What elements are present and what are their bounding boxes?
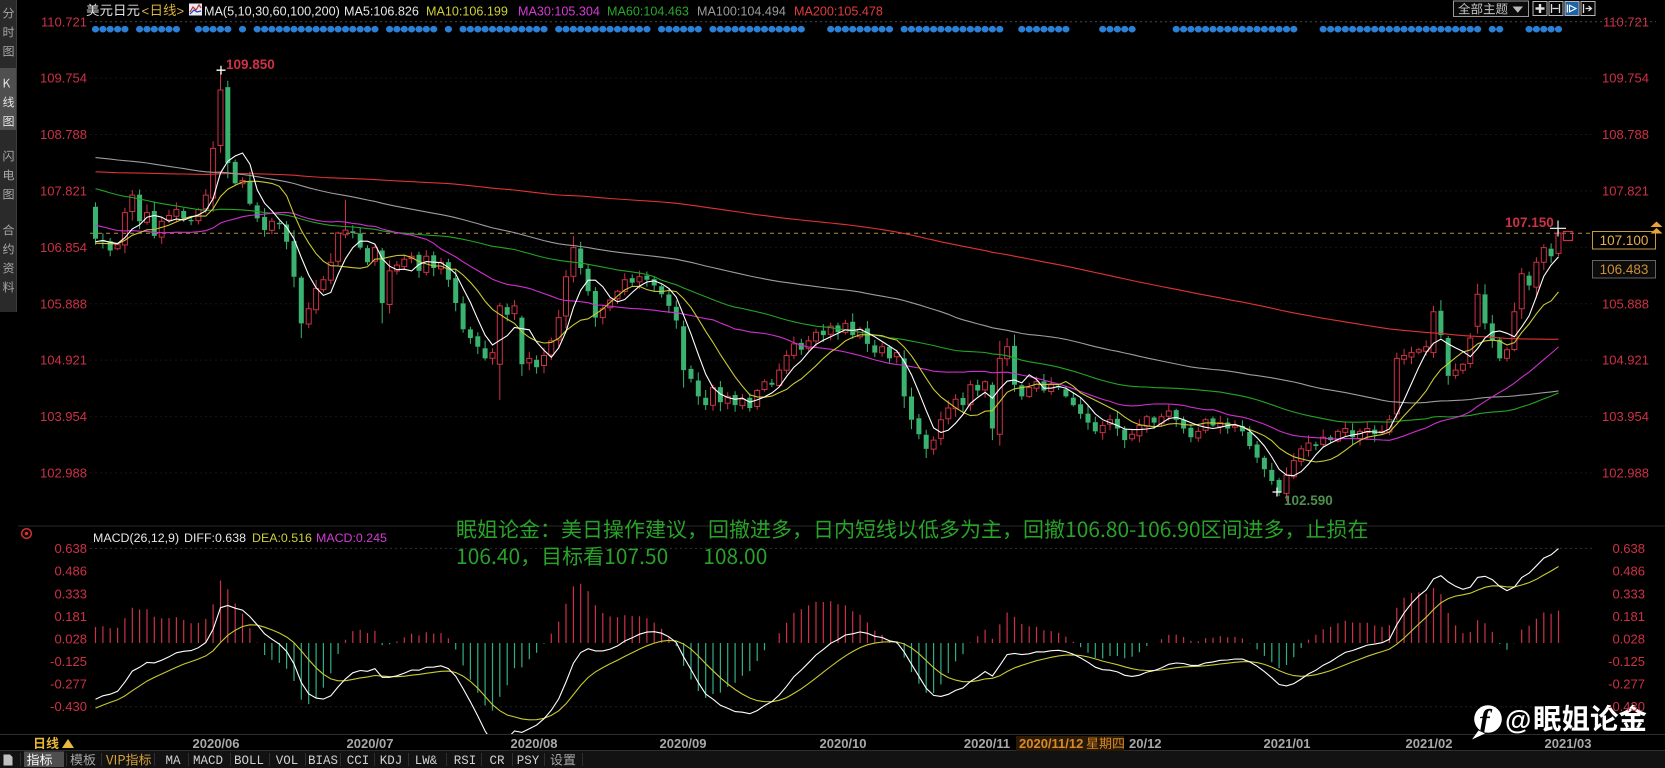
svg-text:110.721: 110.721 <box>1603 14 1649 29</box>
svg-text:109.850: 109.850 <box>226 57 275 72</box>
svg-text:MA10:106.199: MA10:106.199 <box>426 5 508 19</box>
svg-text:2021/01: 2021/01 <box>1264 736 1311 751</box>
svg-text:<: < <box>142 4 150 19</box>
svg-text:108.788: 108.788 <box>1602 127 1649 142</box>
svg-text:102.988: 102.988 <box>40 466 87 481</box>
svg-text:103.954: 103.954 <box>1602 409 1649 424</box>
svg-text:0.028: 0.028 <box>1612 632 1645 647</box>
svg-text:MA200:105.478: MA200:105.478 <box>794 5 883 19</box>
svg-text:MA100:104.494: MA100:104.494 <box>697 5 786 19</box>
svg-text:107.821: 107.821 <box>1602 184 1649 199</box>
svg-text:CCI: CCI <box>347 754 370 768</box>
svg-text:0.333: 0.333 <box>54 586 87 601</box>
svg-text:0.638: 0.638 <box>54 541 87 556</box>
svg-text:105.888: 105.888 <box>1602 296 1649 311</box>
svg-text:CR: CR <box>489 754 505 768</box>
svg-text:2021/02: 2021/02 <box>1406 736 1453 751</box>
svg-text:0.333: 0.333 <box>1612 586 1645 601</box>
svg-text:106.483: 106.483 <box>1600 262 1649 277</box>
svg-text:102.590: 102.590 <box>1284 493 1333 508</box>
svg-text:105.888: 105.888 <box>40 296 87 311</box>
svg-text:PSY: PSY <box>517 754 540 768</box>
svg-text:2020/08: 2020/08 <box>511 736 558 751</box>
svg-text:LW&: LW& <box>415 754 438 768</box>
svg-text:MACD(26,12,9): MACD(26,12,9) <box>93 531 179 545</box>
svg-text:0.028: 0.028 <box>54 632 87 647</box>
svg-text:20/12: 20/12 <box>1129 736 1162 751</box>
svg-text:104.921: 104.921 <box>1602 353 1649 368</box>
svg-text:0.181: 0.181 <box>1612 609 1645 624</box>
svg-text:-0.430: -0.430 <box>1608 699 1645 714</box>
svg-text:>: > <box>177 4 185 19</box>
svg-text:2020/06: 2020/06 <box>193 736 240 751</box>
svg-text:2020/11: 2020/11 <box>964 736 1010 751</box>
svg-text:MA5:106.826: MA5:106.826 <box>344 5 419 19</box>
svg-text:MA: MA <box>165 754 181 768</box>
svg-text:-0.277: -0.277 <box>1608 677 1645 692</box>
svg-text:-0.125: -0.125 <box>1608 654 1645 669</box>
svg-text:109.754: 109.754 <box>40 71 87 86</box>
svg-text:DIFF:0.638: DIFF:0.638 <box>184 531 246 545</box>
svg-text:2020/11/12: 2020/11/12 <box>1019 736 1083 751</box>
svg-text:107.150: 107.150 <box>1505 215 1554 230</box>
svg-text:MA(5,10,30,60,100,200): MA(5,10,30,60,100,200) <box>204 5 340 19</box>
svg-text:BIAS: BIAS <box>308 754 338 768</box>
svg-text:108.788: 108.788 <box>40 127 87 142</box>
svg-text:VOL: VOL <box>276 754 299 768</box>
svg-text:107.100: 107.100 <box>1600 233 1649 248</box>
svg-text:0.181: 0.181 <box>54 609 87 624</box>
svg-text:DEA:0.516: DEA:0.516 <box>252 531 312 545</box>
svg-text:f: f <box>1479 702 1493 738</box>
svg-text:107.821: 107.821 <box>40 184 87 199</box>
svg-text:2020/09: 2020/09 <box>660 736 707 751</box>
svg-text:2020/10: 2020/10 <box>820 736 867 751</box>
svg-text:104.921: 104.921 <box>40 353 87 368</box>
svg-text:0.638: 0.638 <box>1612 541 1645 556</box>
svg-text:0.486: 0.486 <box>54 564 87 579</box>
svg-text:MACD:0.245: MACD:0.245 <box>316 531 387 545</box>
svg-text:-0.125: -0.125 <box>50 654 87 669</box>
svg-text:RSI: RSI <box>454 754 477 768</box>
svg-text:@: @ <box>1505 705 1531 735</box>
svg-text:110.721: 110.721 <box>41 14 87 29</box>
svg-text:KDJ: KDJ <box>380 754 403 768</box>
svg-text:0.486: 0.486 <box>1612 564 1645 579</box>
svg-text:106.854: 106.854 <box>40 240 87 255</box>
svg-text:103.954: 103.954 <box>40 409 87 424</box>
svg-text:BOLL: BOLL <box>234 754 264 768</box>
svg-text:-0.430: -0.430 <box>50 699 87 714</box>
svg-text:MA60:104.463: MA60:104.463 <box>607 5 689 19</box>
svg-text:2020/07: 2020/07 <box>347 736 394 751</box>
svg-text:MACD: MACD <box>193 754 223 768</box>
svg-text:-0.277: -0.277 <box>50 677 87 692</box>
svg-text:109.754: 109.754 <box>1602 71 1649 86</box>
svg-text:2021/03: 2021/03 <box>1545 736 1592 751</box>
svg-text:MA30:105.304: MA30:105.304 <box>518 5 600 19</box>
svg-text:102.988: 102.988 <box>1602 466 1649 481</box>
